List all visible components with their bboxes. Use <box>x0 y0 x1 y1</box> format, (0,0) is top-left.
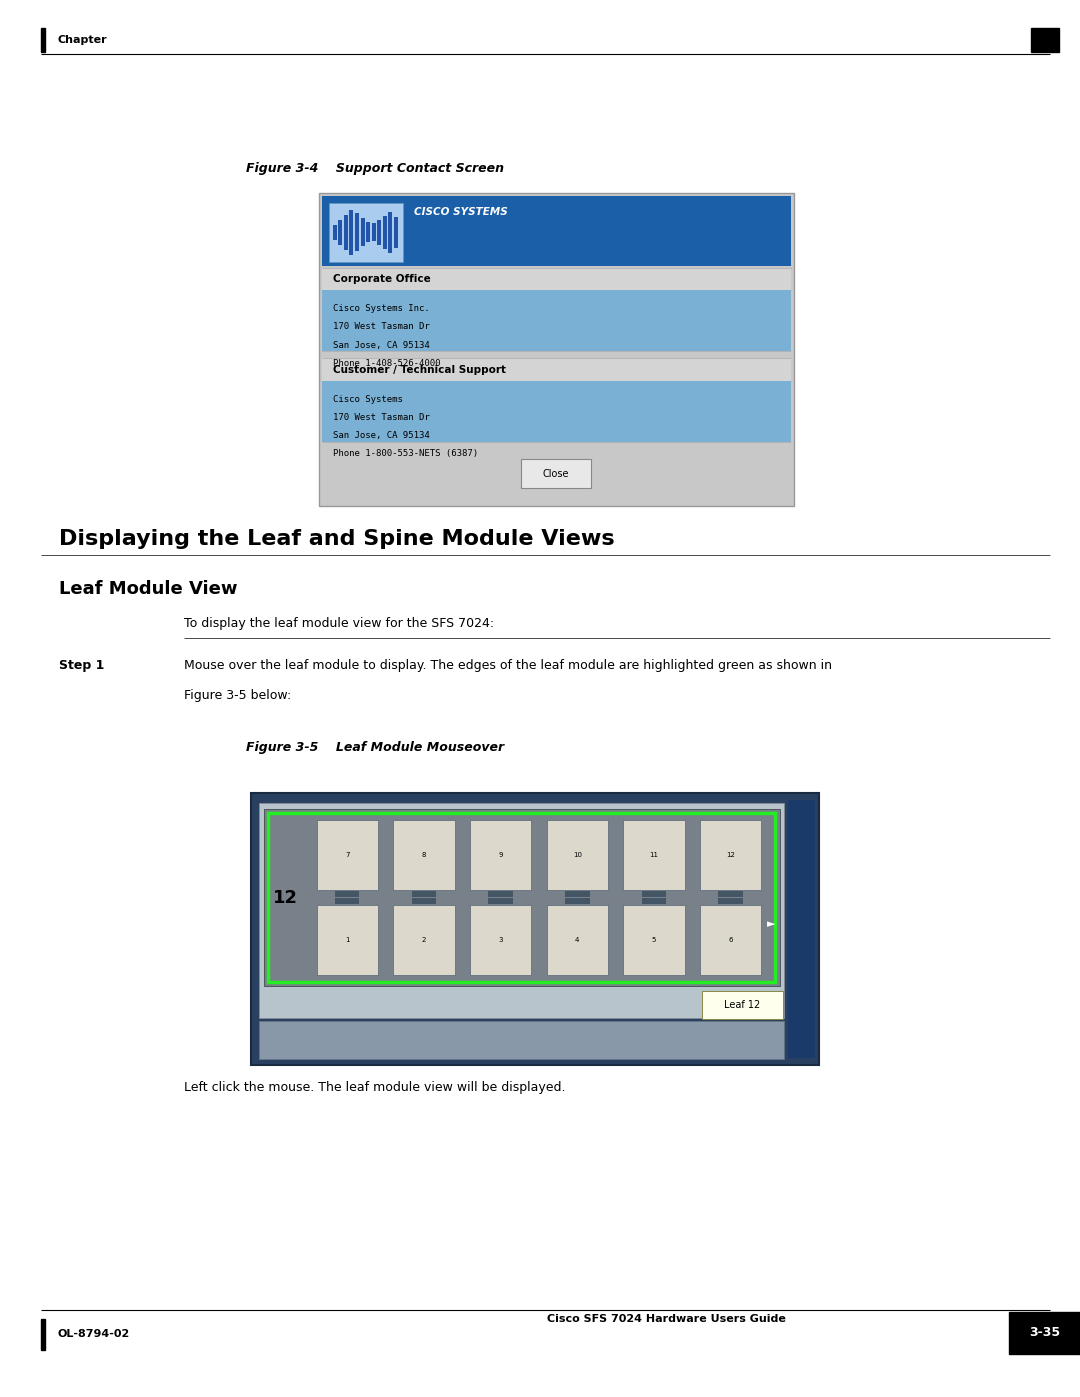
Bar <box>642 898 666 904</box>
Text: 12: 12 <box>272 888 298 907</box>
Text: San Jose, CA 95134: San Jose, CA 95134 <box>333 341 430 349</box>
Bar <box>522 460 592 489</box>
Bar <box>1031 28 1059 52</box>
Bar <box>316 820 378 890</box>
Bar <box>702 990 783 1018</box>
Bar <box>411 898 436 904</box>
Bar <box>470 820 531 890</box>
Text: 8: 8 <box>421 852 427 858</box>
Text: Leaf Module View: Leaf Module View <box>59 580 238 598</box>
Bar <box>642 891 666 897</box>
Bar <box>366 222 370 243</box>
Text: Corporate Office: Corporate Office <box>333 274 431 284</box>
Bar <box>393 820 455 890</box>
Bar <box>259 1021 784 1059</box>
Bar <box>343 215 348 250</box>
Text: 170 West Tasman Dr: 170 West Tasman Dr <box>333 323 430 331</box>
Bar <box>377 219 381 244</box>
Bar <box>546 905 608 975</box>
Bar <box>41 1319 45 1350</box>
Text: Cisco Systems: Cisco Systems <box>333 395 403 404</box>
Bar <box>565 891 590 897</box>
Bar <box>394 217 399 247</box>
Text: 5: 5 <box>651 937 657 943</box>
Bar <box>316 905 378 975</box>
Bar <box>488 891 513 897</box>
Text: Displaying the Leaf and Spine Module Views: Displaying the Leaf and Spine Module Vie… <box>59 529 615 549</box>
Text: Figure 3-5 below:: Figure 3-5 below: <box>184 689 291 701</box>
Bar <box>382 217 387 249</box>
Text: Leaf 12: Leaf 12 <box>725 1000 760 1010</box>
Text: 11: 11 <box>649 852 659 858</box>
Text: 170 West Tasman Dr: 170 West Tasman Dr <box>333 414 430 422</box>
Bar <box>333 225 337 240</box>
Text: Phone 1-800-553-NETS (6387): Phone 1-800-553-NETS (6387) <box>333 450 477 458</box>
Text: Figure 3-4    Support Contact Screen: Figure 3-4 Support Contact Screen <box>246 162 504 175</box>
Text: 2: 2 <box>421 937 427 943</box>
Text: 4: 4 <box>575 937 580 943</box>
Bar <box>411 891 436 897</box>
Bar <box>338 219 342 244</box>
Bar <box>389 212 392 253</box>
Bar <box>350 210 353 256</box>
Bar <box>264 809 780 986</box>
Text: Left click the mouse. The leaf module view will be displayed.: Left click the mouse. The leaf module vi… <box>184 1081 565 1094</box>
Bar <box>355 214 359 251</box>
Text: 9: 9 <box>498 852 503 858</box>
Bar <box>546 820 608 890</box>
Text: San Jose, CA 95134: San Jose, CA 95134 <box>333 432 430 440</box>
Text: 7: 7 <box>345 852 350 858</box>
Bar <box>700 905 761 975</box>
Bar <box>718 898 743 904</box>
Bar <box>335 891 360 897</box>
Bar <box>251 793 819 1065</box>
Bar <box>335 898 360 904</box>
Bar <box>259 803 784 1018</box>
Text: 10: 10 <box>572 852 582 858</box>
Bar <box>322 381 791 441</box>
Text: Close: Close <box>543 469 569 479</box>
Text: Customer / Technical Support: Customer / Technical Support <box>333 365 505 374</box>
Bar <box>718 891 743 897</box>
Bar <box>322 196 791 267</box>
Text: Mouse over the leaf module to display. The edges of the leaf module are highligh: Mouse over the leaf module to display. T… <box>184 659 832 672</box>
Bar <box>1009 1312 1080 1354</box>
Bar <box>788 800 815 1058</box>
Text: Phone 1-408-526-4000: Phone 1-408-526-4000 <box>333 359 441 367</box>
Text: Cisco SFS 7024 Hardware Users Guide: Cisco SFS 7024 Hardware Users Guide <box>548 1313 786 1324</box>
Bar <box>623 905 685 975</box>
Text: Chapter: Chapter <box>57 35 107 45</box>
Bar <box>372 224 376 242</box>
Text: 12: 12 <box>726 852 735 858</box>
Bar <box>319 193 794 506</box>
Bar <box>470 905 531 975</box>
Bar <box>488 898 513 904</box>
Text: 3: 3 <box>498 937 503 943</box>
Text: Figure 3-5    Leaf Module Mouseover: Figure 3-5 Leaf Module Mouseover <box>246 742 504 754</box>
Bar <box>700 820 761 890</box>
Bar <box>268 813 775 982</box>
Bar <box>322 291 791 351</box>
Bar <box>41 28 45 52</box>
Bar <box>329 203 403 263</box>
Text: Step 1: Step 1 <box>59 659 105 672</box>
Text: 3-35: 3-35 <box>1029 1326 1059 1340</box>
Bar <box>361 218 365 246</box>
Text: CISCO SYSTEMS: CISCO SYSTEMS <box>414 207 508 217</box>
Bar <box>322 268 791 291</box>
Text: ►: ► <box>767 919 775 929</box>
Bar <box>393 905 455 975</box>
Bar <box>565 898 590 904</box>
Text: 6: 6 <box>728 937 733 943</box>
Bar <box>623 820 685 890</box>
Bar <box>322 358 791 381</box>
Text: To display the leaf module view for the SFS 7024:: To display the leaf module view for the … <box>184 617 494 630</box>
Text: OL-8794-02: OL-8794-02 <box>57 1329 130 1340</box>
Text: Cisco Systems Inc.: Cisco Systems Inc. <box>333 305 430 313</box>
Text: 1: 1 <box>345 937 350 943</box>
